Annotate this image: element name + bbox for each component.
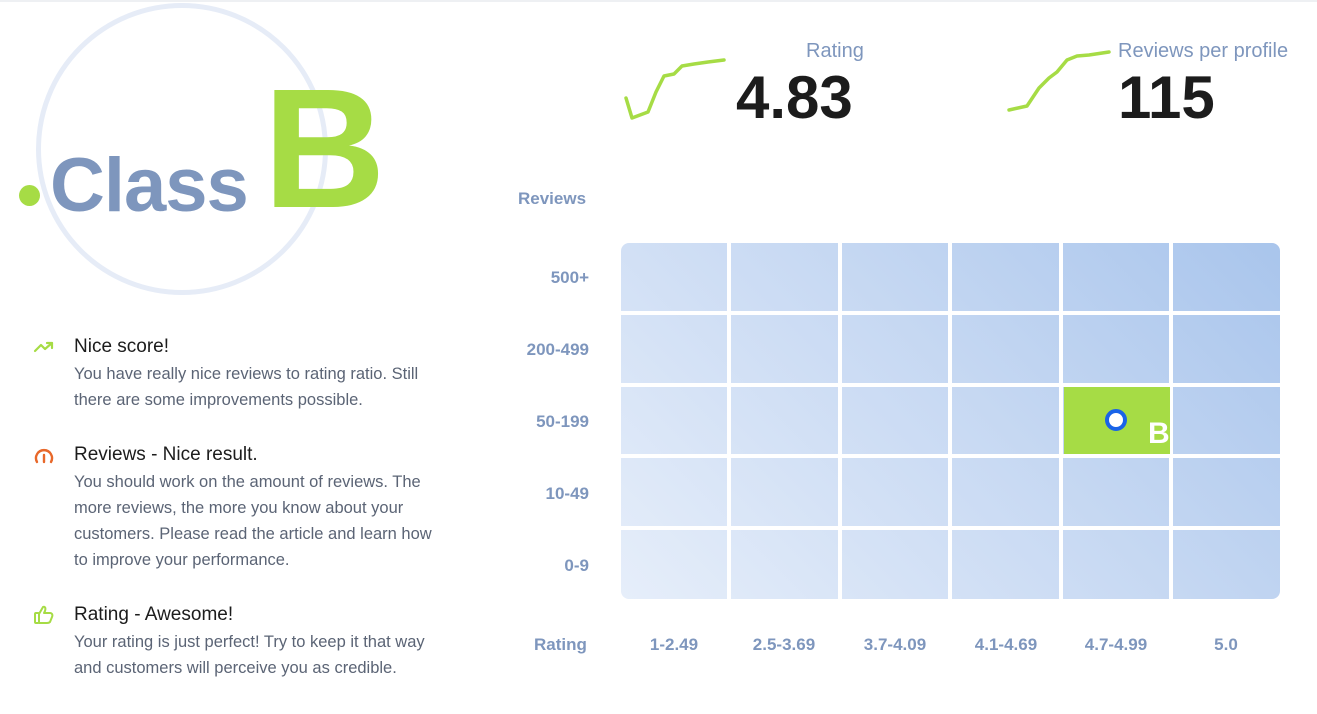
feedback-title: Nice score! [74, 336, 170, 357]
trending-up-icon [33, 341, 54, 353]
rating-sparkline-icon [624, 58, 726, 120]
grid-divider [621, 383, 1280, 387]
feedback-text: You have really nice reviews to rating r… [74, 365, 419, 409]
thumbs-up-icon [34, 605, 54, 624]
position-marker [1105, 409, 1127, 431]
grid-divider [838, 243, 842, 599]
y-axis-title: Reviews [518, 189, 587, 208]
row-label: 10-49 [545, 484, 589, 503]
badge-ring [36, 3, 328, 295]
feedback-item-rating: Rating - Awesome! Your rating is just pe… [30, 603, 450, 711]
badge-dot [19, 185, 40, 206]
grid-divider [621, 454, 1280, 458]
feedback-text: Your rating is just perfect! Try to keep… [74, 633, 425, 677]
column-label: 5.0 [1214, 635, 1238, 654]
grid-divider [1169, 243, 1173, 599]
column-label: 4.7-4.99 [1084, 635, 1148, 654]
grid-divider [621, 526, 1280, 530]
active-grid-cell: B [1064, 387, 1170, 454]
grid-divider [621, 311, 1280, 315]
rating-label: Rating [806, 40, 864, 62]
row-label: 200-499 [526, 340, 589, 359]
gauge-icon [34, 449, 54, 464]
column-label: 4.1-4.69 [974, 635, 1038, 654]
row-label: 50-199 [536, 412, 589, 431]
column-label: 2.5-3.69 [752, 635, 816, 654]
reviews-sparkline-icon [1007, 50, 1111, 112]
rating-value: 4.83 [736, 64, 853, 131]
class-word: Class [50, 143, 249, 228]
top-divider [0, 0, 1317, 2]
feedback-text: You should work on the amount of reviews… [74, 473, 432, 569]
reviews-per-profile-value: 115 [1118, 64, 1215, 131]
feedback-title: Rating - Awesome! [74, 604, 234, 625]
feedback-title: Reviews - Nice result. [74, 444, 258, 465]
class-grid: B [621, 243, 1280, 599]
reviews-per-profile-label: Reviews per profile [1118, 40, 1289, 62]
x-axis-title: Rating [534, 635, 587, 654]
feedback-item-score: Nice score! You have really nice reviews… [30, 335, 450, 420]
grid-divider [1059, 243, 1063, 599]
class-letter: B [263, 54, 386, 244]
grid-divider [727, 243, 731, 599]
active-cell-label: B [1148, 417, 1170, 450]
row-label: 500+ [550, 268, 589, 287]
row-label: 0-9 [564, 556, 589, 575]
grid-divider [948, 243, 952, 599]
feedback-item-reviews: Reviews - Nice result. You should work o… [30, 443, 450, 578]
column-label: 1-2.49 [649, 635, 699, 654]
column-label: 3.7-4.09 [863, 635, 927, 654]
